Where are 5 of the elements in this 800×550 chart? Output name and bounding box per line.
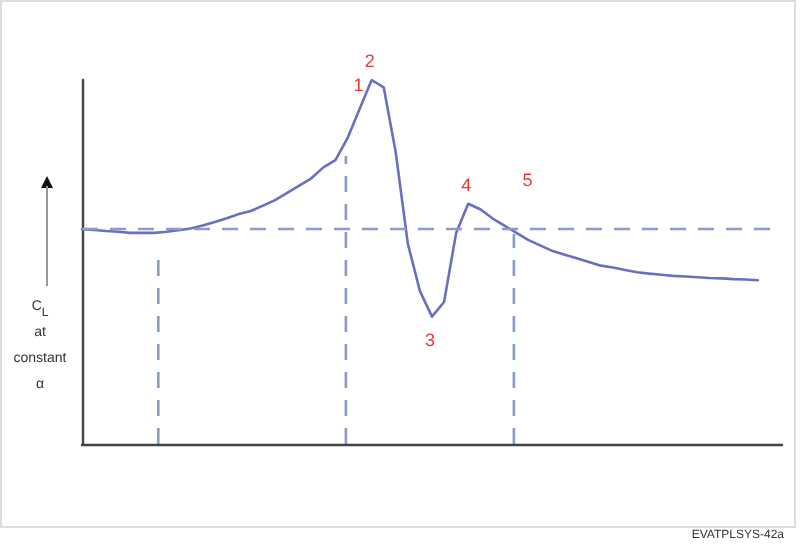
annotation: 5 [522,169,533,190]
annotation: 2 [364,51,375,71]
annotation: 3 [424,329,436,350]
annotation: 4 [461,174,472,195]
annotation: 1 [353,75,364,96]
